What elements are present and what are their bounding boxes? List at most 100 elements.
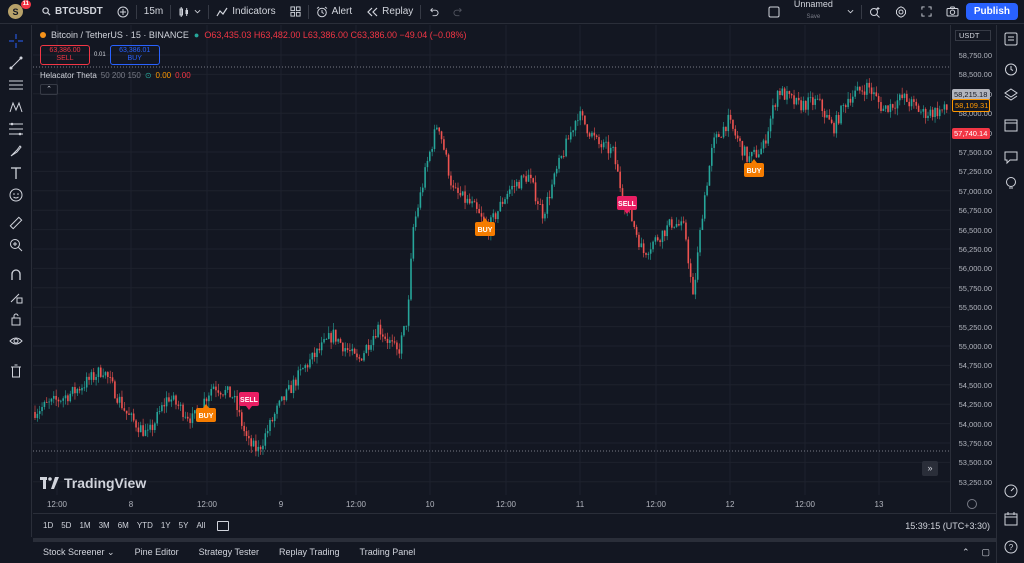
- candle-body: [241, 412, 243, 426]
- symbol-search-button[interactable]: BTCUSDT: [35, 0, 110, 24]
- panel-tab-replay-trading[interactable]: Replay Trading: [278, 547, 340, 557]
- candle-body: [69, 393, 72, 402]
- range-5y[interactable]: 5Y: [178, 521, 189, 530]
- avatar[interactable]: S 11: [8, 0, 31, 19]
- range-1m[interactable]: 1M: [79, 521, 91, 530]
- alert-button[interactable]: Alert: [309, 0, 360, 24]
- sell-button[interactable]: 63,386.00 SELL: [40, 45, 90, 65]
- pattern-icon[interactable]: [8, 99, 24, 115]
- replay-button[interactable]: Replay: [359, 0, 420, 24]
- scroll-to-realtime-button[interactable]: »: [922, 461, 938, 476]
- undo-button[interactable]: [421, 0, 446, 24]
- dom-icon[interactable]: [1003, 483, 1019, 499]
- watchlist-icon[interactable]: [1003, 31, 1019, 47]
- range-3m[interactable]: 3M: [98, 521, 110, 530]
- candle-body: [243, 425, 245, 432]
- candle-body: [309, 359, 311, 368]
- horizontal-lines-icon[interactable]: [8, 77, 24, 93]
- templates-button[interactable]: [283, 0, 308, 24]
- currency-label[interactable]: USDT: [955, 30, 991, 41]
- candle-body: [946, 104, 948, 110]
- range-all[interactable]: All: [196, 521, 206, 530]
- buy-button[interactable]: 63,386.01 BUY: [109, 45, 160, 65]
- zoom-in-icon[interactable]: [8, 237, 24, 253]
- calendar-icon[interactable]: [1003, 117, 1019, 133]
- candle-body: [668, 219, 671, 226]
- panel-tab-trading-panel[interactable]: Trading Panel: [359, 547, 416, 557]
- candle-body: [873, 92, 875, 95]
- lock-icon[interactable]: [8, 311, 24, 327]
- panel-tab-pine-editor[interactable]: Pine Editor: [134, 547, 179, 557]
- layout-checkbox[interactable]: [761, 0, 787, 24]
- price-chart[interactable]: BUY SELL BUY SELL BUY: [33, 25, 950, 512]
- buy-signal-tag[interactable]: BUY: [475, 218, 495, 236]
- candle-body: [358, 357, 361, 359]
- chat-icon[interactable]: [1003, 149, 1019, 165]
- time-scale-settings-icon[interactable]: [967, 499, 977, 509]
- publish-button[interactable]: Publish: [965, 3, 1018, 20]
- candle-body: [849, 98, 852, 103]
- smiley-icon[interactable]: [8, 187, 24, 203]
- chart-type-button[interactable]: [171, 0, 208, 24]
- price-scale[interactable]: USDT: [950, 25, 996, 512]
- range-ytd[interactable]: YTD: [136, 521, 153, 530]
- buy-signal-tag[interactable]: BUY: [744, 159, 764, 177]
- fib-icon[interactable]: [8, 121, 24, 137]
- symbol-title[interactable]: Bitcoin / TetherUS · 15 · BINANCE: [51, 30, 189, 40]
- panel-tab-stock-screener[interactable]: Stock Screener ⌄: [43, 547, 115, 557]
- fullscreen-button[interactable]: [914, 0, 939, 24]
- compare-button[interactable]: [110, 0, 136, 24]
- indicators-button[interactable]: Indicators: [209, 0, 282, 24]
- candle-body: [149, 424, 151, 430]
- clock[interactable]: 15:39:15 (UTC+3:30): [905, 520, 990, 531]
- magnet-icon[interactable]: [8, 267, 24, 283]
- range-1y[interactable]: 1Y: [160, 521, 171, 530]
- candle-body: [393, 341, 396, 343]
- chevron-up-icon[interactable]: ⌃: [961, 547, 970, 557]
- quick-search-button[interactable]: [862, 0, 888, 24]
- ruler-icon[interactable]: [8, 215, 24, 231]
- range-5d[interactable]: 5D: [61, 521, 72, 530]
- redo-button[interactable]: [446, 0, 471, 24]
- indicator-legend[interactable]: Helacator Theta 50 200 150 ⊙ 0.00 0.00: [40, 71, 191, 80]
- goto-date-button[interactable]: [217, 520, 230, 531]
- alarm-icon[interactable]: [1003, 61, 1019, 77]
- trash-icon[interactable]: [8, 363, 24, 379]
- help-icon[interactable]: ?: [1003, 539, 1019, 555]
- candle-body: [544, 213, 546, 219]
- layout-name-button[interactable]: Unnamed Save: [793, 0, 833, 20]
- range-1d[interactable]: 1D: [43, 521, 54, 530]
- signal-label: BUY: [747, 168, 762, 175]
- candle-body: [567, 138, 570, 140]
- buy-signal-tag[interactable]: BUY: [196, 404, 216, 422]
- candle-body: [457, 187, 459, 193]
- maximize-icon[interactable]: ▢: [981, 547, 990, 557]
- candle-body: [570, 132, 572, 140]
- candle-body: [257, 446, 260, 452]
- candle-body: [781, 88, 784, 96]
- candle-body: [400, 335, 403, 354]
- snapshot-button[interactable]: [939, 0, 966, 24]
- range-6m[interactable]: 6M: [117, 521, 129, 530]
- collapse-legend-button[interactable]: ⌃: [40, 84, 58, 95]
- candle-body: [476, 202, 478, 209]
- ideas-icon[interactable]: [1003, 175, 1019, 191]
- sell-signal-tag[interactable]: SELL: [239, 392, 259, 410]
- sell-signal-tag[interactable]: SELL: [617, 196, 637, 214]
- layout-menu-button[interactable]: [840, 0, 861, 24]
- interval-button[interactable]: 15m: [143, 6, 164, 17]
- brush-icon[interactable]: [8, 143, 24, 159]
- candle-body: [908, 101, 910, 107]
- lock-drawing-icon[interactable]: [8, 289, 24, 305]
- crosshair-icon[interactable]: [8, 33, 24, 49]
- calendar-events-icon[interactable]: [1003, 511, 1019, 527]
- signal-label: SELL: [618, 201, 637, 208]
- text-icon[interactable]: [8, 165, 24, 181]
- candle-body: [323, 339, 325, 343]
- settings-button[interactable]: [888, 0, 914, 24]
- candle-body: [175, 395, 177, 405]
- panel-tab-strategy-tester[interactable]: Strategy Tester: [198, 547, 259, 557]
- trendline-icon[interactable]: [8, 55, 24, 71]
- layers-icon[interactable]: [1003, 87, 1019, 103]
- eye-icon[interactable]: [8, 333, 24, 349]
